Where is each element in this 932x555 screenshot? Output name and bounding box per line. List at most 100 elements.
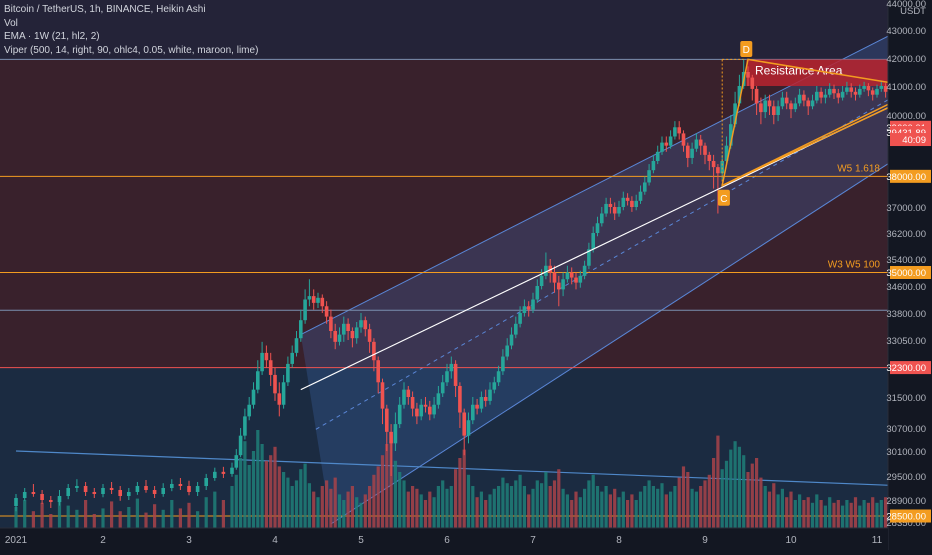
candle-body xyxy=(638,191,643,201)
volume-bar xyxy=(221,500,225,528)
candle-body xyxy=(247,404,251,417)
volume-bar xyxy=(320,486,324,528)
volume-bar xyxy=(789,491,793,528)
candle-body xyxy=(707,154,712,161)
volume-bar xyxy=(118,511,122,528)
volume-bar xyxy=(230,486,234,528)
candle-body xyxy=(419,404,423,417)
price-tag-label: 28500.00 xyxy=(886,512,926,523)
candle-body xyxy=(281,382,286,405)
candle-body xyxy=(793,103,798,110)
candle-body xyxy=(187,486,191,492)
volume-bar xyxy=(31,511,35,528)
volume-bar xyxy=(66,505,70,528)
candle-body xyxy=(385,408,389,432)
volume-bar xyxy=(441,480,445,528)
candle-body xyxy=(256,371,260,390)
candle-body xyxy=(840,91,845,98)
price-tag-bg xyxy=(890,361,931,375)
volume-bar xyxy=(239,458,243,528)
candle-body xyxy=(410,397,415,409)
candle-body xyxy=(608,203,613,207)
volume-bar xyxy=(841,505,845,528)
candle-body xyxy=(83,486,88,492)
volume-bar xyxy=(153,504,157,528)
candle-body xyxy=(531,299,535,310)
candle-body xyxy=(333,331,337,342)
volume-bar xyxy=(234,474,238,528)
y-tick-label: 29500.00 xyxy=(886,472,926,483)
candle-body xyxy=(711,161,716,168)
volume-bar xyxy=(92,514,96,528)
candle-body xyxy=(875,88,879,95)
candle-body xyxy=(526,306,531,310)
candle-body xyxy=(118,490,122,496)
candle-body xyxy=(668,136,673,146)
volume-bar xyxy=(828,497,832,528)
candle-body xyxy=(31,492,36,494)
volume-bar xyxy=(501,477,505,528)
candle-body xyxy=(415,408,419,417)
candle-body xyxy=(858,88,862,95)
volume-bar xyxy=(638,491,643,528)
candle-body xyxy=(737,86,742,104)
volume-bar xyxy=(810,502,815,528)
x-tick-label: 8 xyxy=(616,535,622,546)
volume-bar xyxy=(264,460,268,528)
candle-body xyxy=(49,500,53,502)
volume-bar xyxy=(879,500,883,528)
volume-bar xyxy=(884,497,888,528)
candle-body xyxy=(806,100,810,107)
candle-body xyxy=(75,486,79,488)
candle-body xyxy=(393,424,398,444)
x-tick-label: 3 xyxy=(186,535,192,546)
candle-body xyxy=(251,389,256,405)
volume-bar xyxy=(776,494,780,528)
volume-bar xyxy=(376,466,380,528)
candle-body xyxy=(243,416,247,436)
candle-body xyxy=(582,265,587,276)
volume-bar xyxy=(707,474,711,528)
candle-body xyxy=(423,404,428,407)
resistance-area-box xyxy=(746,59,888,86)
candle-body xyxy=(819,91,823,98)
candle-body xyxy=(612,207,617,214)
candle-body xyxy=(501,356,505,372)
volume-bar xyxy=(170,500,174,528)
volume-bar xyxy=(621,491,625,528)
candle-body xyxy=(458,385,462,413)
volume-bar xyxy=(479,491,483,528)
volume-bar xyxy=(84,500,88,528)
candle-body xyxy=(591,233,595,250)
y-tick-label: 37000.00 xyxy=(886,203,926,214)
price-tag-bg xyxy=(890,169,931,183)
volume-bar xyxy=(780,488,784,528)
volume-bar xyxy=(243,441,247,528)
y-tick-label: 33050.00 xyxy=(886,336,926,347)
candle-body xyxy=(763,100,767,113)
candle-body xyxy=(144,486,148,490)
volume-bar xyxy=(862,500,866,528)
volume-bar xyxy=(428,491,432,528)
candle-body xyxy=(376,360,380,383)
candle-body xyxy=(686,145,690,158)
volume-bar xyxy=(750,463,754,528)
volume-bar xyxy=(737,446,741,528)
candle-body xyxy=(367,329,372,342)
volume-bar xyxy=(763,486,767,528)
candle-body xyxy=(789,103,793,110)
volume-bar xyxy=(398,472,402,528)
volume-bar xyxy=(57,497,62,528)
volume-bar xyxy=(552,480,557,528)
candle-body xyxy=(127,492,131,496)
volume-bar xyxy=(299,469,303,528)
volume-bar xyxy=(690,488,694,528)
candle-body xyxy=(836,93,841,98)
candle-body xyxy=(320,297,325,307)
candle-body xyxy=(660,142,664,152)
candle-body xyxy=(643,182,647,192)
volume-bar xyxy=(346,491,350,528)
volume-bar xyxy=(798,494,802,528)
